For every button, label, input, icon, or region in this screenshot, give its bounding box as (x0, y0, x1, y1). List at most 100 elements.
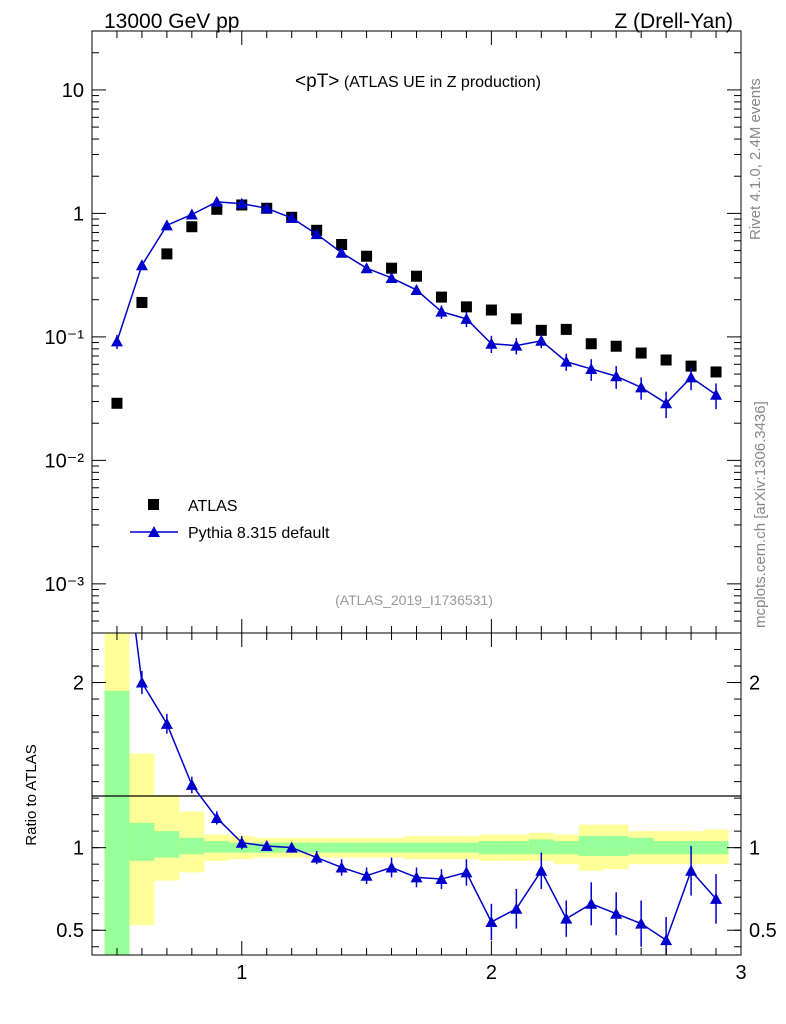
ratio-plot-panel: 0.5 0.5 1 1 2 2 1 2 3 Ratio to ATLAS (23, 632, 777, 984)
y-tick-label: 10 (62, 80, 84, 102)
rivet-version-label: Rivet 4.1.0, 2.4M events (747, 78, 764, 240)
atlas-point (136, 296, 148, 308)
pythia-ratio-point (460, 866, 473, 878)
green-band-segment (179, 837, 205, 855)
ratio-y-tick-label-right: 2 (749, 673, 760, 695)
pythia-ratio-point (410, 871, 423, 883)
main-axis-ticks: 10 1 10⁻¹ 10⁻² 10⁻³ (45, 30, 741, 634)
ratio-x-tick-label: 2 (486, 962, 497, 984)
y-tick-label: 10⁻¹ (45, 327, 85, 349)
pythia-point (310, 228, 323, 240)
ratio-ylabel: Ratio to ATLAS (23, 744, 40, 845)
pythia-point (160, 219, 173, 231)
ratio-series-layer (134, 633, 723, 955)
atlas-point (685, 360, 697, 372)
atlas-point (535, 324, 547, 336)
atlas-point (610, 340, 622, 352)
pythia-point (635, 381, 648, 393)
ratio-x-tick-label: 1 (236, 962, 247, 984)
pythia-ratio-point (235, 836, 248, 848)
green-band-segment (404, 842, 429, 853)
pythia-ratio-point (610, 907, 623, 919)
pythia-point (110, 335, 123, 347)
main-plot-frame (91, 30, 742, 634)
ratio-y-tick-label-right: 1 (749, 838, 760, 860)
pythia-point (185, 208, 198, 220)
pythia-point (585, 362, 598, 374)
energy-label: 13000 GeV pp (104, 10, 239, 33)
green-band-segment (379, 842, 405, 853)
ratio-axis-ticks: 0.5 0.5 1 1 2 2 1 2 3 (56, 633, 777, 984)
chart-subtitle: (ATLAS UE in Z production) (339, 74, 541, 91)
green-band-segment (653, 841, 679, 855)
pythia-point (360, 262, 373, 274)
green-band-segment (204, 841, 230, 853)
pythia-ratio-point (185, 778, 198, 790)
atlas-point (411, 270, 422, 282)
y-tick-label: 10⁻³ (45, 574, 85, 596)
y-tick-label: 1 (73, 203, 84, 225)
atlas-point (585, 338, 597, 350)
pythia-ratio-point (510, 902, 523, 914)
pythia-point (210, 195, 223, 207)
atlas-point (460, 301, 472, 313)
legend-atlas-marker (148, 499, 159, 510)
pythia-ratio-point (135, 676, 148, 688)
pythia-ratio-point (285, 841, 298, 853)
main-plot-panel: <pT> (ATLAS UE in Z production) (ATLAS_2… (45, 30, 742, 634)
pythia-point (560, 355, 573, 367)
green-band-segment (553, 841, 579, 855)
green-band-segment (354, 842, 380, 853)
green-band-segment (129, 822, 155, 861)
atlas-point (635, 347, 647, 359)
mcplots-label: mcplots.cern.ch [arXiv:1306.3436] (752, 401, 769, 628)
atlas-point (510, 313, 522, 325)
green-band-segment (428, 842, 454, 853)
pythia-point (485, 337, 498, 349)
ratio-y-tick-label-right: 0.5 (749, 920, 777, 942)
y-tick-label: 10⁻² (45, 450, 85, 472)
pythia-ratio-point (435, 873, 448, 885)
process-label: Z (Drell-Yan) (614, 10, 733, 33)
green-band-segment (703, 841, 729, 855)
pythia-ratio-point (335, 861, 348, 873)
green-band-segment (453, 842, 479, 853)
atlas-point (211, 203, 223, 215)
pythia-point (410, 283, 423, 295)
atlas-point (161, 248, 173, 260)
pythia-ratio-point (635, 917, 648, 929)
atlas-point (485, 304, 497, 316)
pythia-line (116, 201, 717, 405)
legend-atlas-label: ATLAS (188, 498, 238, 515)
atlas-point (710, 366, 722, 378)
pythia-point (710, 388, 723, 400)
green-band-segment (603, 836, 629, 856)
main-series-layer (110, 195, 723, 419)
pythia-ratio-point (385, 861, 398, 873)
atlas-point (336, 238, 348, 250)
green-band-segment (503, 841, 529, 855)
green-band-segment (329, 842, 355, 853)
pythia-point (260, 202, 273, 214)
pythia-point (335, 246, 348, 258)
legend-pythia-marker (148, 526, 160, 537)
green-band-segment (478, 841, 504, 855)
pythia-ratio-point (660, 934, 673, 946)
green-band-segment (154, 831, 180, 858)
ratio-y-tick-label: 1 (73, 838, 84, 860)
pythia-ratio-point (560, 912, 573, 924)
pythia-point (460, 312, 473, 324)
pythia-point (510, 339, 523, 351)
atlas-point (560, 323, 572, 335)
pythia-point (435, 305, 448, 317)
pythia-ratio-point (260, 840, 273, 852)
pythia-point (610, 370, 623, 382)
pythia-ratio-point (210, 811, 223, 823)
green-band-segment (104, 690, 130, 955)
legend-pythia-label: Pythia 8.315 default (188, 525, 330, 542)
pythia-point (235, 197, 248, 209)
ratio-uncertainty-bands (104, 633, 729, 955)
pythia-point (385, 271, 398, 283)
atlas-point (111, 397, 123, 409)
